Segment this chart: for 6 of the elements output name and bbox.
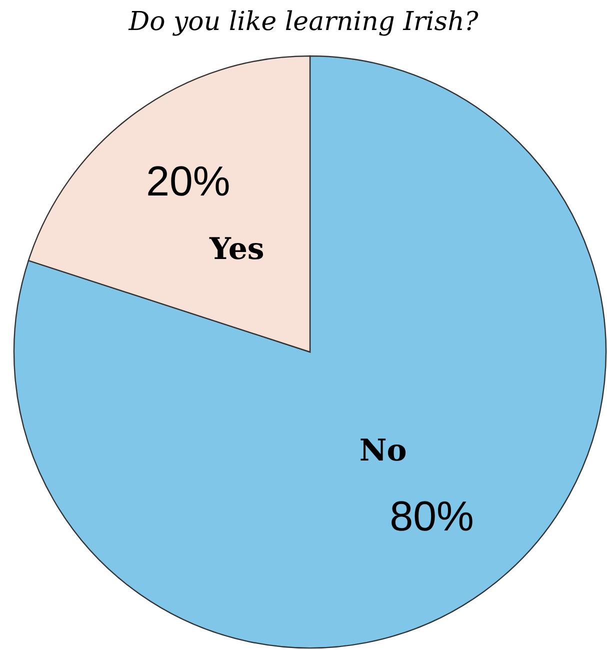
data-label: 20% xyxy=(146,157,230,204)
slice-label: Yes xyxy=(208,232,264,268)
data-label: 80% xyxy=(390,492,474,540)
slice-label: No xyxy=(359,433,407,468)
pie-slice xyxy=(14,55,607,648)
chart-title: Do you like learning Irish? xyxy=(128,7,480,37)
